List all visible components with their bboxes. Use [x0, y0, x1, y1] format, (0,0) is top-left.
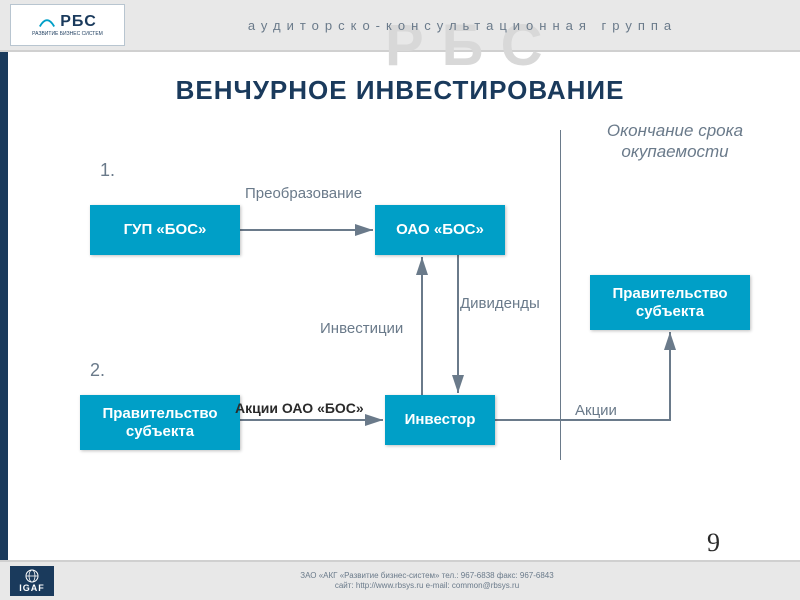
- edge-label-transform: Преобразование: [245, 185, 362, 202]
- vertical-separator: [560, 130, 561, 460]
- node-gov2: Правительство субъекта: [590, 275, 750, 330]
- node-oao: ОАО «БОС»: [375, 205, 505, 255]
- rbs-logo: РБС РАЗВИТИЕ БИЗНЕС СИСТЕМ: [10, 4, 125, 46]
- edge-label-invest: Инвестиции: [320, 320, 403, 337]
- page-title: ВЕНЧУРНОЕ ИНВЕСТИРОВАНИЕ: [0, 75, 800, 106]
- edge-label-shares-oao: Акции ОАО «БОС»: [235, 400, 364, 416]
- logo-subtitle: РАЗВИТИЕ БИЗНЕС СИСТЕМ: [32, 31, 103, 37]
- footer-bar: IGAF ЗАО «АКГ «Развитие бизнес-систем» т…: [0, 560, 800, 600]
- header-bar: РБС РАЗВИТИЕ БИЗНЕС СИСТЕМ РБС аудиторск…: [0, 0, 800, 52]
- edge-label-shares: Акции: [575, 402, 617, 419]
- flow-diagram: 1. 2. Окончание срока окупаемости ГУП «Б…: [20, 120, 780, 540]
- footer-text: ЗАО «АКГ «Развитие бизнес-систем» тел.: …: [54, 571, 800, 592]
- payback-note: Окончание срока окупаемости: [585, 120, 765, 163]
- step-number-2: 2.: [90, 360, 105, 381]
- igaf-logo: IGAF: [10, 566, 54, 596]
- logo-arc-icon: [38, 15, 56, 29]
- node-inv: Инвестор: [385, 395, 495, 445]
- globe-icon: [23, 569, 41, 583]
- header-tagline-wrap: РБС аудиторско-консультационная группа: [125, 18, 800, 33]
- node-gov1: Правительство субъекта: [80, 395, 240, 450]
- edge-label-dividends: Дивиденды: [460, 295, 540, 312]
- page-number: 9: [707, 528, 720, 558]
- node-gup: ГУП «БОС»: [90, 205, 240, 255]
- header-tagline: аудиторско-консультационная группа: [125, 18, 800, 33]
- step-number-1: 1.: [100, 160, 115, 181]
- logo-main-text: РБС: [60, 13, 97, 31]
